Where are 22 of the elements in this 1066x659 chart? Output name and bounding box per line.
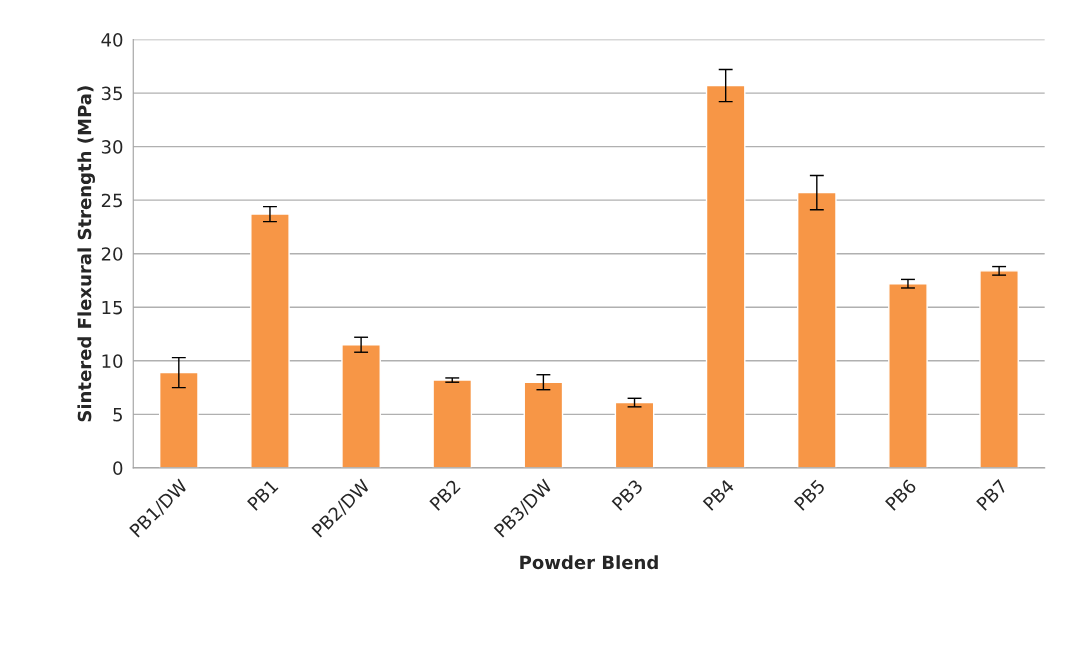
y-axis-title: Sintered Flexural Strength (MPa) bbox=[77, 86, 95, 422]
bar bbox=[614, 401, 655, 468]
y-tick-label: 30 bbox=[101, 140, 123, 154]
x-tick-label: PB1 bbox=[247, 479, 279, 511]
y-tick-label: 10 bbox=[102, 354, 123, 368]
bar bbox=[158, 371, 199, 468]
bar bbox=[979, 270, 1019, 468]
y-tick-label: 0 bbox=[113, 461, 123, 476]
bar bbox=[888, 283, 928, 468]
bar bbox=[341, 344, 381, 468]
bar bbox=[705, 84, 746, 468]
y-tick-label: 5 bbox=[113, 408, 122, 422]
bar bbox=[523, 381, 564, 468]
y-tick-label: 15 bbox=[102, 300, 122, 315]
y-tick-label: 25 bbox=[101, 193, 122, 208]
bar bbox=[796, 191, 837, 468]
x-axis-title: Powder Blend bbox=[520, 555, 658, 570]
bar bbox=[432, 379, 473, 468]
y-tick-label: 20 bbox=[101, 247, 123, 261]
y-tick-label: 40 bbox=[101, 33, 123, 47]
y-tick-label: 35 bbox=[101, 86, 122, 101]
bar bbox=[250, 213, 290, 468]
